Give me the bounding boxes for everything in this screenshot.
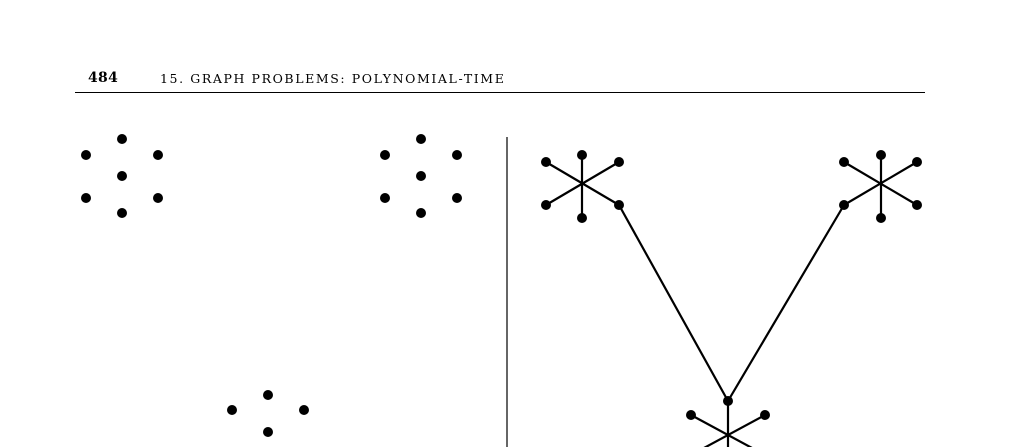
vertex <box>839 157 849 167</box>
vertex-cluster-top-right <box>380 134 462 218</box>
vertex <box>876 150 886 160</box>
vertex <box>81 150 91 160</box>
vertex <box>299 405 309 415</box>
star-bottom <box>686 396 770 447</box>
vertex <box>541 200 551 210</box>
vertex <box>153 150 163 160</box>
vertex <box>614 200 624 210</box>
right-panel <box>541 150 922 447</box>
vertex <box>416 134 426 144</box>
vertex <box>614 157 624 167</box>
left-panel <box>81 134 462 437</box>
vertex <box>723 396 733 406</box>
running-head: 484 15. GRAPH PROBLEMS: POLYNOMIAL-TIME <box>75 68 925 93</box>
vertex <box>81 193 91 203</box>
vertex <box>263 427 273 437</box>
vertex <box>380 150 390 160</box>
vertex <box>839 200 849 210</box>
vertex <box>760 410 770 420</box>
vertex <box>416 208 426 218</box>
vertex <box>227 405 237 415</box>
vertex <box>153 193 163 203</box>
star-top-left <box>541 150 624 223</box>
chapter-title: 15. GRAPH PROBLEMS: POLYNOMIAL-TIME <box>160 71 506 86</box>
vertex <box>876 213 886 223</box>
page-number: 484 <box>88 70 119 86</box>
vertex <box>577 150 587 160</box>
vertex <box>117 171 127 181</box>
vertex <box>577 213 587 223</box>
tree-edge <box>617 203 730 403</box>
vertex <box>380 193 390 203</box>
vertex <box>686 410 696 420</box>
vertex <box>912 157 922 167</box>
vertex <box>117 134 127 144</box>
star-top-right <box>839 150 922 223</box>
vertex <box>912 200 922 210</box>
vertex <box>452 150 462 160</box>
vertex <box>263 390 273 400</box>
vertex-cluster-bottom <box>227 390 309 437</box>
vertex-cluster-top-left <box>81 134 163 218</box>
vertex <box>541 157 551 167</box>
vertex <box>452 193 462 203</box>
vertex <box>416 171 426 181</box>
vertex <box>117 208 127 218</box>
tree-edge <box>726 203 846 403</box>
